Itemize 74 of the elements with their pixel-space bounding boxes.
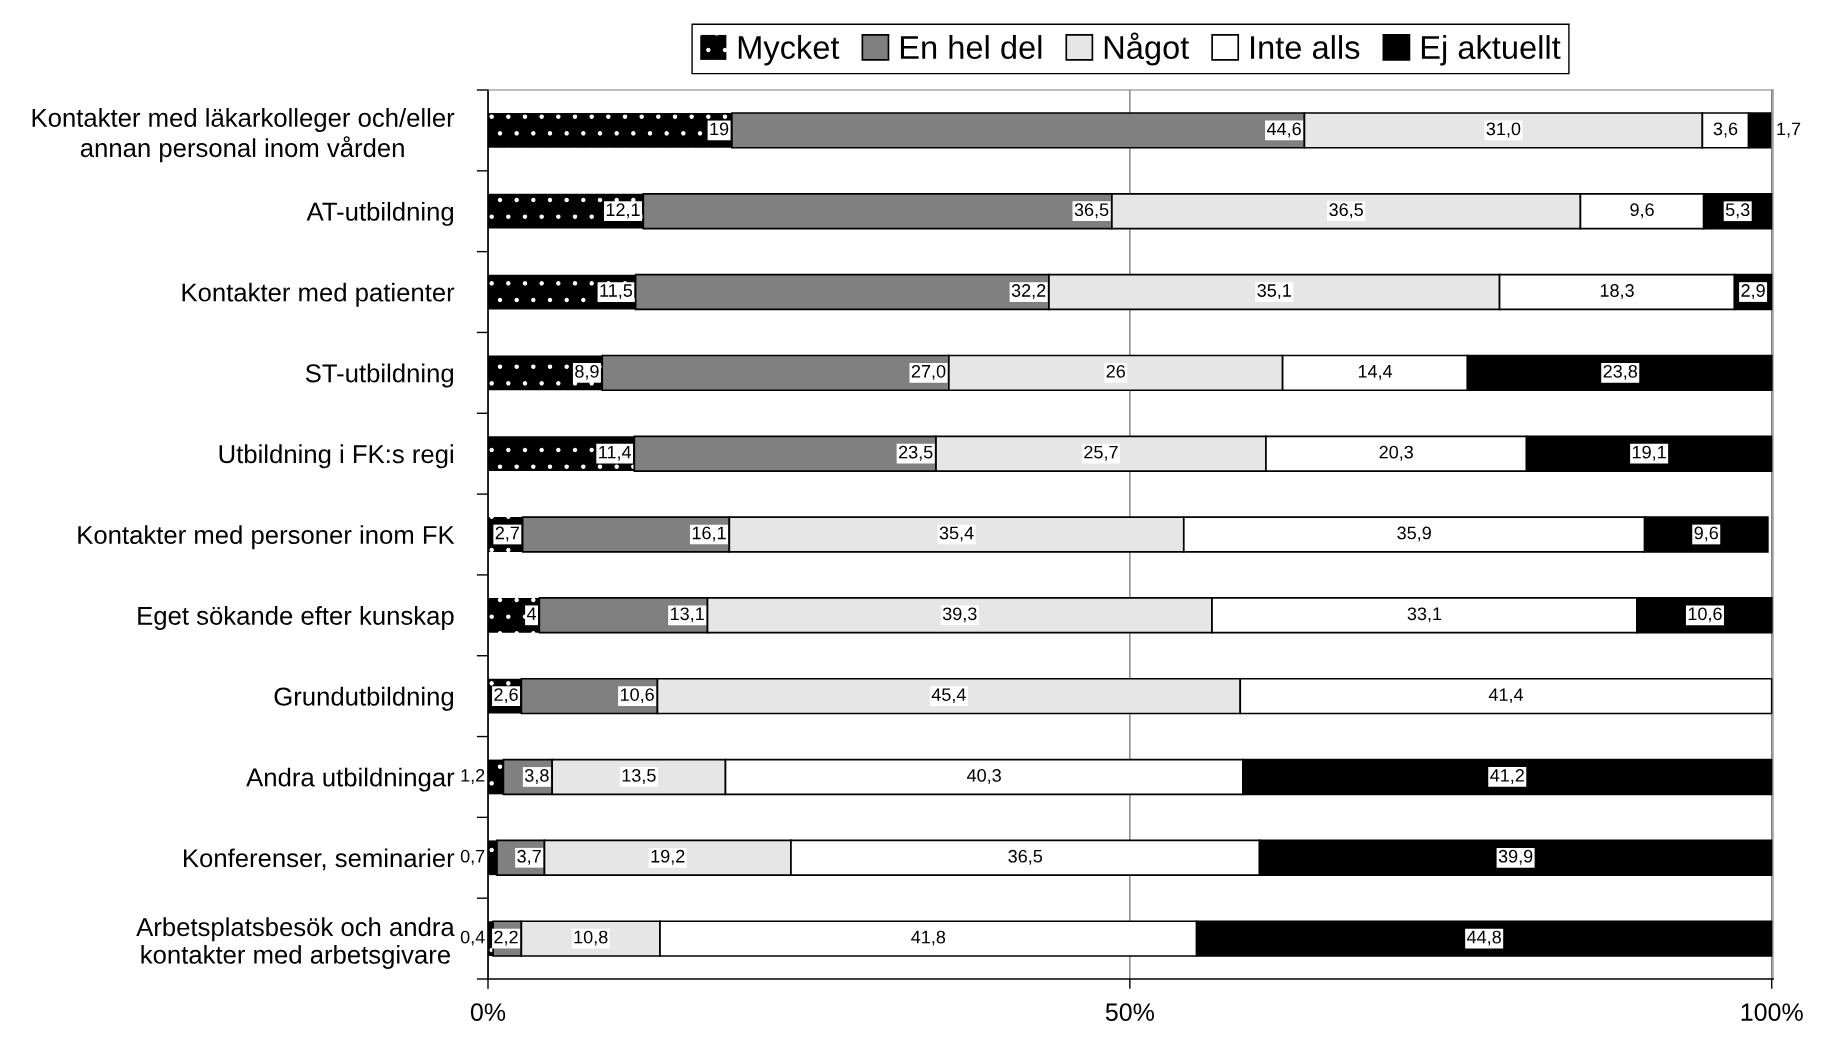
legend-label: Ej aktuellt	[1421, 35, 1561, 66]
data-label: 12,1	[606, 203, 640, 219]
y-tick-label: Konferenser, seminarier	[184, 848, 455, 871]
data-label: 8,9	[575, 364, 599, 380]
y-tick-label: Kontakter med läkarkolleger och/eller annan personal inom vården	[32, 108, 455, 163]
data-label: 0,7	[460, 849, 485, 865]
data-label: 27,0	[911, 364, 946, 380]
data-label: 41,4	[1488, 688, 1524, 704]
y-tick-label: ST-utbildning	[305, 363, 454, 388]
data-label: 19,2	[651, 849, 685, 865]
data-label: 39,9	[1498, 849, 1533, 865]
data-label: 10,8	[574, 930, 608, 946]
data-label: 3,6	[1713, 122, 1738, 138]
data-label: 4	[526, 607, 537, 620]
y-tick-label: Grundutbildning	[274, 686, 454, 711]
data-label: 10,6	[620, 688, 654, 704]
data-label: 2,7	[495, 526, 519, 542]
legend-label: Mycket	[738, 35, 840, 66]
data-label: 32,2	[1011, 284, 1046, 300]
data-label: 39,3	[942, 607, 977, 623]
y-tick-label: Kontakter med patienter	[182, 282, 455, 307]
data-label: 40,3	[967, 769, 1001, 784]
x-tick-label: 50%	[1105, 1003, 1154, 1021]
legend-label: Något	[1104, 32, 1190, 66]
data-label: 1,7	[1777, 122, 1801, 138]
data-label: 3,7	[517, 849, 541, 865]
bar	[488, 113, 732, 148]
data-label: 11,5	[600, 284, 633, 300]
data-label: 9,6	[1630, 203, 1654, 219]
data-label: 9,6	[1694, 526, 1718, 542]
data-label: 41,2	[1490, 769, 1524, 784]
y-tick-label: Kontakter med personer inom FK	[78, 525, 455, 550]
data-label: 18,3	[1600, 284, 1634, 300]
data-label: 10,6	[1688, 607, 1722, 623]
x-tick-label: 0%	[470, 1003, 506, 1021]
y-tick-label: Eget sökande efter kunskap	[138, 606, 454, 630]
data-label: 0,4	[460, 930, 485, 946]
data-label: 23,8	[1603, 364, 1638, 380]
data-label: 36,5	[1008, 849, 1043, 865]
data-label: 36,5	[1074, 203, 1109, 219]
data-label: 1,2	[461, 769, 485, 784]
data-label: 20,3	[1379, 445, 1414, 461]
data-label: 2,9	[1741, 284, 1765, 300]
y-tick-label: Andra utbildningar	[246, 767, 455, 792]
data-label: 36,5	[1329, 203, 1363, 219]
data-label: 2,6	[494, 688, 518, 704]
data-label: 5,3	[1725, 203, 1750, 219]
data-label: 25,7	[1084, 445, 1118, 461]
data-label: 16,1	[692, 526, 726, 542]
data-label: 35,1	[1257, 284, 1291, 300]
data-label: 23,5	[899, 445, 933, 461]
data-label: 19	[710, 122, 729, 136]
data-label: 3,8	[525, 769, 549, 784]
data-label: 44,6	[1266, 122, 1301, 138]
y-tick-label: AT-utbildning	[306, 201, 454, 226]
data-label: 14,4	[1358, 365, 1393, 380]
data-label: 19,1	[1632, 445, 1666, 461]
y-tick-label: Utbildning i FK:s regi	[219, 444, 453, 469]
x-tick-label: 100%	[1741, 1003, 1803, 1021]
data-label: 33,1	[1407, 607, 1442, 623]
data-label: 41,8	[911, 930, 946, 946]
legend-label: Inte alls	[1251, 35, 1360, 60]
data-label: 11,4	[599, 445, 632, 461]
legend-label: En hel del	[900, 35, 1042, 60]
y-tick-label: Arbetsplatsbesök och andra kontakter med arbetsgivare	[136, 917, 455, 969]
data-label: 35,4	[939, 526, 974, 542]
data-label: 45,4	[931, 688, 966, 704]
data-label: 13,5	[622, 769, 656, 784]
data-label: 35,9	[1397, 526, 1431, 542]
data-label: 44,8	[1467, 930, 1501, 946]
data-label: 31,0	[1486, 122, 1521, 138]
data-label: 2,2	[494, 930, 518, 946]
data-label: 13,1	[670, 607, 704, 623]
data-label: 26	[1106, 364, 1125, 378]
